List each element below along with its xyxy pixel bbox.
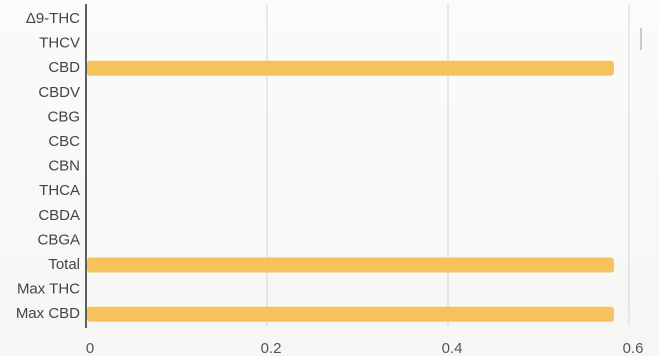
category-label: THCA: [39, 182, 80, 199]
x-tick-label: 0.2: [261, 340, 282, 356]
bar-cbd: [87, 60, 614, 76]
x-tick-label: 0.6: [623, 340, 644, 356]
category-label: CBC: [48, 133, 80, 150]
category-label: CBDV: [38, 84, 80, 101]
grid-layer: [266, 4, 630, 326]
category-label: Total: [48, 256, 80, 273]
category-labels: Δ9-THC THCV CBD CBDV CBG CBC CBN THCA CBDA CBGA To…: [16, 10, 80, 322]
category-label: CBGA: [37, 231, 80, 248]
category-label: Max THC: [17, 281, 80, 298]
x-tick-label: 0.4: [442, 340, 463, 356]
x-tick-labels: 0 0.2 0.4 0.6: [86, 340, 644, 356]
bars-layer: [87, 60, 614, 322]
x-tick-label: 0: [86, 340, 94, 356]
category-label: CBN: [48, 158, 80, 175]
bar-total: [87, 257, 614, 273]
category-label: CBD: [48, 59, 80, 76]
category-label: CBDA: [38, 207, 80, 224]
category-label: CBG: [47, 108, 80, 125]
category-label: Max CBD: [16, 305, 80, 322]
bar-max-cbd: [87, 306, 614, 322]
category-label: THCV: [39, 35, 80, 52]
category-label: Δ9-THC: [26, 10, 80, 27]
